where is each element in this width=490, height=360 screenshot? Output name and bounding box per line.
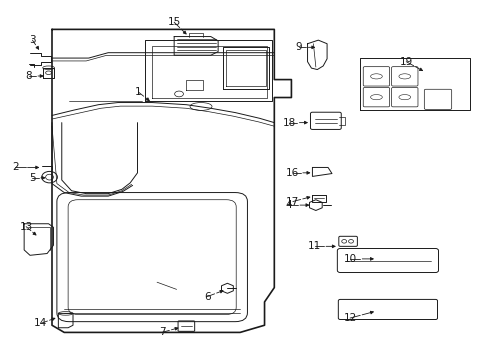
Text: 5: 5 bbox=[29, 173, 36, 183]
Text: 11: 11 bbox=[308, 241, 321, 251]
Text: 9: 9 bbox=[295, 42, 302, 52]
Text: 13: 13 bbox=[20, 222, 33, 231]
Text: 14: 14 bbox=[34, 319, 48, 328]
Text: 10: 10 bbox=[343, 254, 357, 264]
Text: 2: 2 bbox=[12, 162, 19, 172]
Text: 6: 6 bbox=[204, 292, 211, 302]
Text: 12: 12 bbox=[343, 313, 357, 323]
Text: 15: 15 bbox=[168, 17, 181, 27]
Text: 4: 4 bbox=[286, 200, 293, 210]
Text: 3: 3 bbox=[29, 35, 36, 45]
Text: 18: 18 bbox=[282, 118, 295, 128]
Text: 19: 19 bbox=[400, 57, 413, 67]
Text: 8: 8 bbox=[25, 71, 32, 81]
Text: 17: 17 bbox=[286, 197, 299, 207]
Text: 7: 7 bbox=[159, 327, 165, 337]
Text: 16: 16 bbox=[286, 168, 299, 178]
Text: 1: 1 bbox=[135, 87, 142, 97]
